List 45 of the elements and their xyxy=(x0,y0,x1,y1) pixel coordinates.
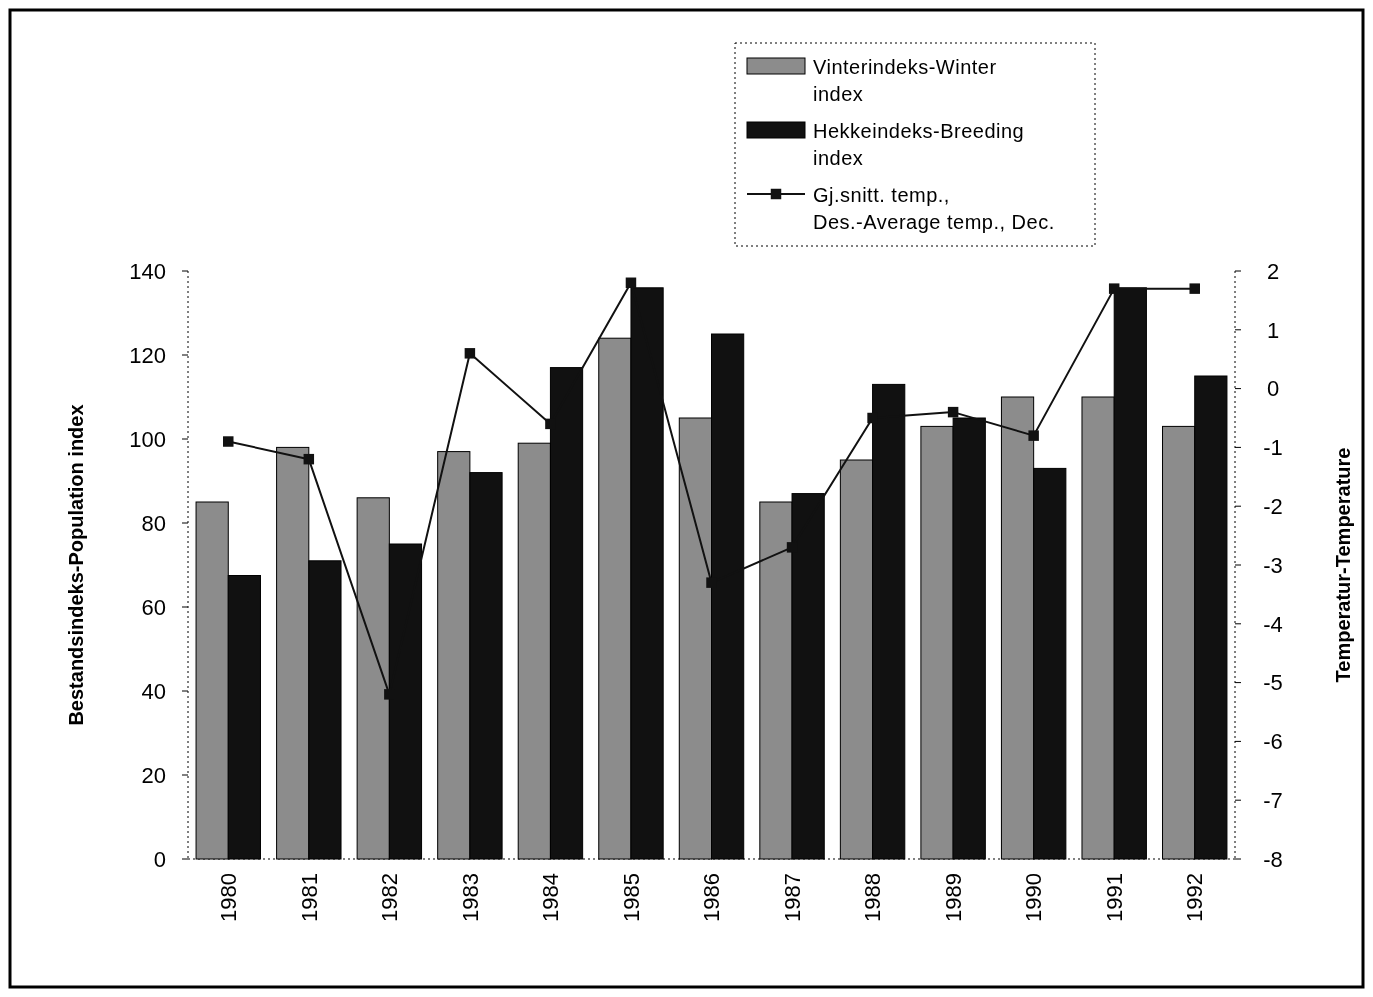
x-tick-label: 1991 xyxy=(1101,873,1127,922)
x-tick-label: 1986 xyxy=(699,873,725,922)
y2-tick-label: -1 xyxy=(1263,435,1283,461)
y-axis-title: Bestandsindeks-Population index xyxy=(65,404,87,726)
point xyxy=(1108,283,1120,294)
y-tick-label: 40 xyxy=(141,678,166,704)
y2-tick-label: 2 xyxy=(1266,258,1280,284)
y2-tick-label: 1 xyxy=(1266,317,1280,343)
y-tick-label: 60 xyxy=(141,594,166,620)
point xyxy=(947,406,959,418)
y-tick-label: 140 xyxy=(129,258,166,284)
x-tick-label: 1983 xyxy=(457,873,483,922)
y-tick-label: 20 xyxy=(141,762,166,788)
legend-label: Hekkeindeks-Breeding index xyxy=(813,120,1025,169)
x-tick-label: 1982 xyxy=(377,873,403,922)
x-tick-label: 1990 xyxy=(1021,873,1047,922)
point xyxy=(1028,430,1039,441)
y-tick-label: 120 xyxy=(129,342,166,368)
legend-label: Gj.snitt. temp., Des.-Average temp., Dec. xyxy=(813,184,1055,233)
y2-tick-label: -7 xyxy=(1263,787,1283,813)
point xyxy=(1189,283,1200,294)
y2-tick-label: -3 xyxy=(1263,552,1283,578)
x-tick-label: 1988 xyxy=(860,873,886,922)
x-tick-label: 1984 xyxy=(538,873,564,922)
point xyxy=(464,348,476,359)
y2-tick-label: -6 xyxy=(1263,729,1283,755)
x-tick-label: 1980 xyxy=(215,873,241,922)
x-tick-label: 1992 xyxy=(1182,873,1208,922)
y2-tick-label: -8 xyxy=(1263,846,1283,872)
y-tick-label: 0 xyxy=(153,846,166,872)
x-tick-label: 1987 xyxy=(779,873,805,922)
y2-tick-label: -5 xyxy=(1263,670,1283,696)
y2-axis-title: Temperatur-Temperature xyxy=(1332,447,1354,683)
point xyxy=(303,453,315,465)
x-tick-label: 1989 xyxy=(940,873,966,922)
y2-tick-label: -2 xyxy=(1263,493,1283,519)
y-tick-label: 100 xyxy=(129,426,166,452)
y2-tick-label: -4 xyxy=(1263,611,1283,637)
y2-tick-label: 0 xyxy=(1266,376,1280,402)
x-tick-label: 1985 xyxy=(618,873,644,922)
point xyxy=(223,436,234,447)
point xyxy=(625,277,637,288)
x-tick-label: 1981 xyxy=(296,873,322,922)
y-tick-label: 80 xyxy=(141,510,166,536)
legend-label: Vinterindeks-Winter index xyxy=(813,56,997,105)
